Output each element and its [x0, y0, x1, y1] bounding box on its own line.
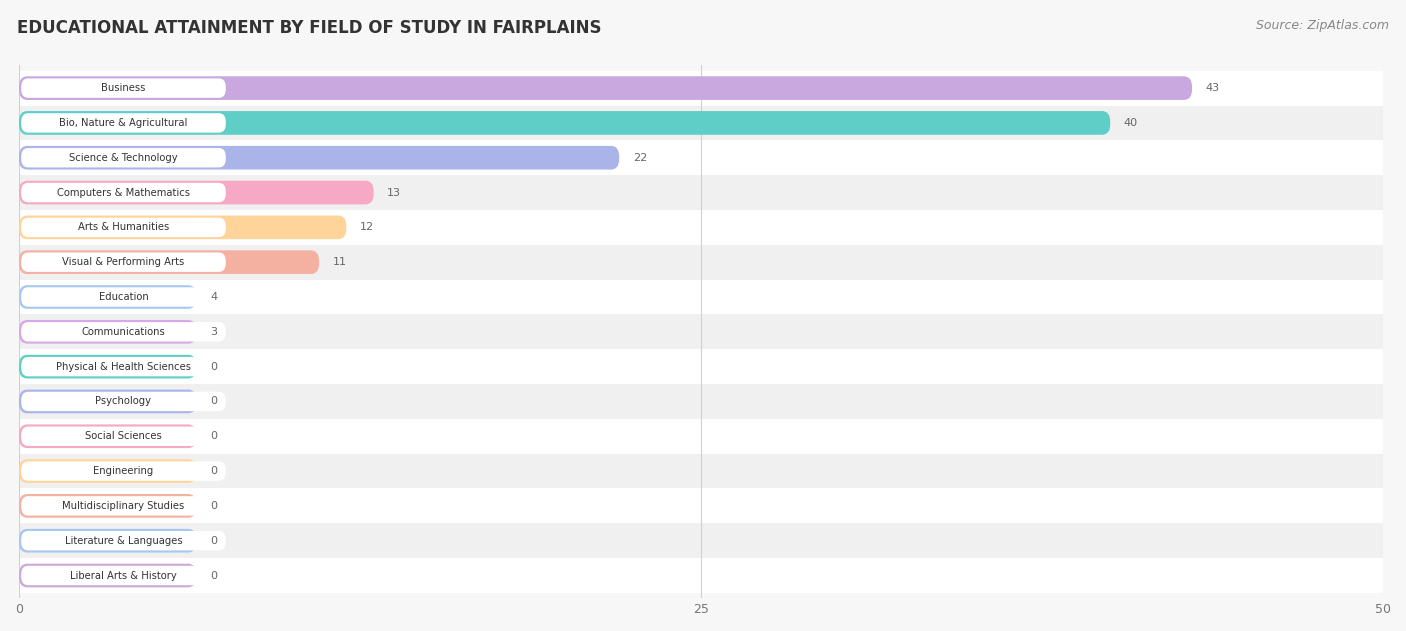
Bar — [20, 175, 1384, 210]
Bar — [20, 488, 1384, 523]
Bar — [20, 454, 1384, 488]
FancyBboxPatch shape — [20, 251, 319, 274]
Bar — [20, 523, 1384, 558]
FancyBboxPatch shape — [21, 496, 226, 516]
Text: Social Sciences: Social Sciences — [86, 431, 162, 441]
Text: 40: 40 — [1123, 118, 1137, 128]
Text: 0: 0 — [209, 536, 217, 546]
Bar — [20, 245, 1384, 280]
Text: EDUCATIONAL ATTAINMENT BY FIELD OF STUDY IN FAIRPLAINS: EDUCATIONAL ATTAINMENT BY FIELD OF STUDY… — [17, 19, 602, 37]
FancyBboxPatch shape — [21, 566, 226, 585]
FancyBboxPatch shape — [21, 427, 226, 446]
FancyBboxPatch shape — [21, 183, 226, 203]
Text: Visual & Performing Arts: Visual & Performing Arts — [62, 257, 184, 267]
Text: 3: 3 — [209, 327, 217, 337]
Text: Arts & Humanities: Arts & Humanities — [77, 222, 169, 232]
FancyBboxPatch shape — [21, 392, 226, 411]
FancyBboxPatch shape — [20, 563, 197, 587]
FancyBboxPatch shape — [21, 113, 226, 133]
Text: Physical & Health Sciences: Physical & Health Sciences — [56, 362, 191, 372]
Text: 13: 13 — [387, 187, 401, 198]
FancyBboxPatch shape — [20, 111, 1111, 135]
Text: Education: Education — [98, 292, 149, 302]
Text: Science & Technology: Science & Technology — [69, 153, 177, 163]
Bar — [20, 314, 1384, 349]
Bar — [20, 105, 1384, 140]
FancyBboxPatch shape — [20, 146, 619, 170]
Text: 11: 11 — [333, 257, 347, 267]
Text: Computers & Mathematics: Computers & Mathematics — [58, 187, 190, 198]
Text: 0: 0 — [209, 396, 217, 406]
FancyBboxPatch shape — [21, 531, 226, 550]
Text: 4: 4 — [209, 292, 217, 302]
FancyBboxPatch shape — [21, 78, 226, 98]
FancyBboxPatch shape — [20, 389, 197, 413]
Text: Literature & Languages: Literature & Languages — [65, 536, 183, 546]
FancyBboxPatch shape — [20, 425, 197, 448]
Bar — [20, 558, 1384, 593]
FancyBboxPatch shape — [21, 357, 226, 376]
Text: Source: ZipAtlas.com: Source: ZipAtlas.com — [1256, 19, 1389, 32]
Text: Business: Business — [101, 83, 146, 93]
FancyBboxPatch shape — [21, 461, 226, 481]
FancyBboxPatch shape — [20, 494, 197, 517]
FancyBboxPatch shape — [20, 216, 346, 239]
FancyBboxPatch shape — [20, 529, 197, 553]
Text: 0: 0 — [209, 501, 217, 511]
Bar — [20, 71, 1384, 105]
FancyBboxPatch shape — [20, 285, 197, 309]
FancyBboxPatch shape — [21, 148, 226, 167]
FancyBboxPatch shape — [21, 287, 226, 307]
Text: 0: 0 — [209, 431, 217, 441]
Text: Engineering: Engineering — [93, 466, 153, 476]
FancyBboxPatch shape — [21, 322, 226, 341]
Text: 43: 43 — [1206, 83, 1220, 93]
Text: Multidisciplinary Studies: Multidisciplinary Studies — [62, 501, 184, 511]
Text: Communications: Communications — [82, 327, 166, 337]
Text: 0: 0 — [209, 362, 217, 372]
FancyBboxPatch shape — [20, 180, 374, 204]
Text: Bio, Nature & Agricultural: Bio, Nature & Agricultural — [59, 118, 187, 128]
Bar — [20, 349, 1384, 384]
FancyBboxPatch shape — [20, 76, 1192, 100]
Bar — [20, 384, 1384, 419]
Bar — [20, 210, 1384, 245]
Text: Psychology: Psychology — [96, 396, 152, 406]
Text: 22: 22 — [633, 153, 647, 163]
Text: Liberal Arts & History: Liberal Arts & History — [70, 570, 177, 581]
Text: 12: 12 — [360, 222, 374, 232]
Bar — [20, 419, 1384, 454]
Bar — [20, 140, 1384, 175]
FancyBboxPatch shape — [20, 459, 197, 483]
FancyBboxPatch shape — [21, 252, 226, 272]
FancyBboxPatch shape — [20, 320, 197, 344]
Text: 0: 0 — [209, 570, 217, 581]
Text: 0: 0 — [209, 466, 217, 476]
Bar — [20, 280, 1384, 314]
FancyBboxPatch shape — [20, 355, 197, 379]
FancyBboxPatch shape — [21, 218, 226, 237]
